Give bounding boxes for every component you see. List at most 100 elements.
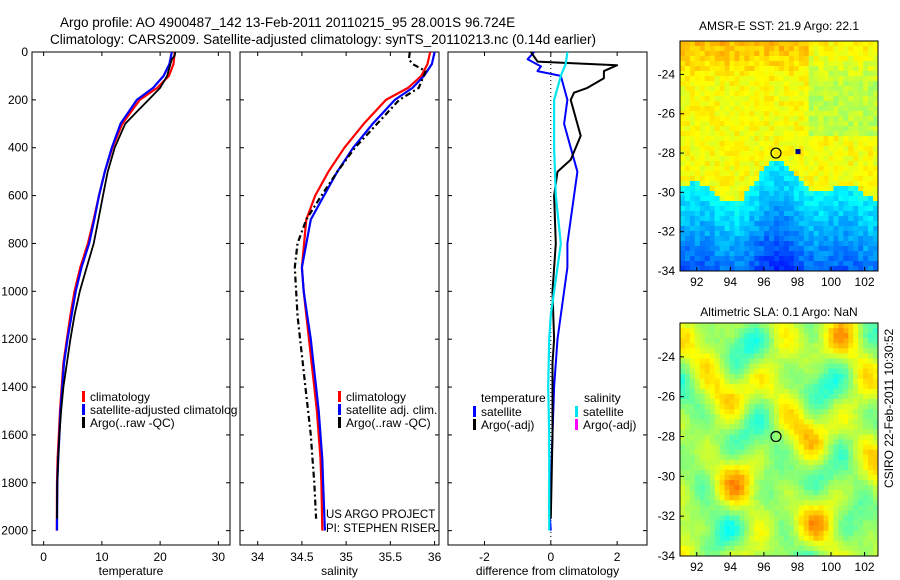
y-tick-label: 800 <box>8 236 28 250</box>
x-tick-label: 10 <box>95 550 109 564</box>
plot-frame <box>239 51 440 546</box>
legend-label: climatology <box>90 390 150 404</box>
legend-label: Argo(-adj) <box>583 418 636 432</box>
map-frame <box>679 40 879 272</box>
x-tick-label: 102 <box>855 560 875 574</box>
series-line <box>530 52 619 519</box>
y-tick-label: -24 <box>658 67 676 81</box>
x-tick-label: 30 <box>212 550 226 564</box>
legend-label: Argo(..raw -QC) <box>346 416 431 430</box>
argo-position-marker <box>770 147 782 159</box>
y-tick-label: 1200 <box>1 332 28 346</box>
x-tick-label: 100 <box>821 275 841 289</box>
x-tick-label: -2 <box>479 550 490 564</box>
x-tick-label: 94 <box>724 560 738 574</box>
x-axis-label: difference from climatology <box>476 564 619 578</box>
x-tick-label: 92 <box>690 275 704 289</box>
legend-swatch <box>338 391 341 402</box>
legend-swatch <box>473 406 476 417</box>
temperature-panel: 0 10 20 30 0 200 400 600 800 1000 1200 1400 1600 1800… <box>1 45 237 578</box>
legend-label: climatology <box>346 390 406 404</box>
legend-swatch <box>82 391 85 402</box>
x-tick-label: 94 <box>724 275 738 289</box>
sst-map: 92 94 96 98 100 102 -24 -26 -28 -30 -32 -34 <box>658 40 879 289</box>
figure-title-line1: Argo profile: AO 4900487_142 13-Feb-2011… <box>60 15 515 30</box>
y-tick-label: -34 <box>658 549 676 563</box>
series-line <box>547 52 569 531</box>
y-tick-label: -34 <box>658 264 676 278</box>
map-field <box>680 323 878 556</box>
y-tick-label: -24 <box>658 350 676 364</box>
x-tick-label: 34 <box>251 550 265 564</box>
sla-map-title: Altimetric SLA: 0.1 Argo: NaN <box>700 305 857 319</box>
y-tick-label: -28 <box>658 146 676 160</box>
legend-label: Argo(-adj) <box>481 418 534 432</box>
plot-frame <box>447 51 648 546</box>
x-tick-label: 98 <box>791 275 805 289</box>
sst-map-title: AMSR-E SST: 21.9 Argo: 22.1 <box>699 19 859 33</box>
y-tick-label: -30 <box>658 185 676 199</box>
legend-swatch <box>338 417 341 428</box>
y-tick-label: 1000 <box>1 284 28 298</box>
x-tick-label: 0 <box>40 550 47 564</box>
y-tick-label: 1600 <box>1 428 28 442</box>
legend-swatch <box>575 406 578 417</box>
legend-heading: salinity <box>584 391 621 405</box>
y-tick-label: -30 <box>658 469 676 483</box>
x-tick-label: 2 <box>614 550 621 564</box>
x-tick-label: 34.5 <box>290 550 314 564</box>
legend-label: satellite <box>481 405 522 419</box>
y-tick-label: 600 <box>8 189 28 203</box>
legend-swatch <box>338 404 341 415</box>
x-tick-label: 35 <box>339 550 353 564</box>
series-line <box>300 52 436 531</box>
map-frame <box>679 322 879 557</box>
plot-frame <box>31 51 231 546</box>
legend-swatch <box>82 404 85 415</box>
x-tick-label: 35.5 <box>379 550 403 564</box>
legend-heading: temperature <box>481 391 546 405</box>
y-tick-label: -26 <box>658 107 676 121</box>
y-tick-label: -32 <box>658 225 676 239</box>
side-timestamp-label: CSIRO 22-Feb-2011 10:30:52 <box>882 328 896 488</box>
salinity-panel: 34 34.5 35 35.5 36 salinity climatologysatelli… <box>239 51 442 578</box>
legend-swatch <box>575 419 578 430</box>
x-tick-label: 92 <box>690 560 704 574</box>
legend-label: satellite <box>583 405 624 419</box>
legend-label: satellite adj. clim. <box>346 403 437 417</box>
y-tick-label: 1800 <box>1 476 28 490</box>
y-tick-label: 400 <box>8 141 28 155</box>
y-tick-label: 2000 <box>1 524 28 538</box>
legend-swatch <box>473 419 476 430</box>
y-tick-label: -28 <box>658 430 676 444</box>
legend-label: Argo(..raw -QC) <box>90 416 175 430</box>
project-text-line2: PI: STEPHEN RISER <box>326 523 436 535</box>
legend-label: satellite-adjusted climatolog <box>90 403 237 417</box>
y-tick-label: 200 <box>8 93 28 107</box>
legend-swatch <box>82 417 85 428</box>
sst-anomaly-dot <box>795 149 801 155</box>
x-tick-label: 20 <box>153 550 167 564</box>
x-tick-label: 0 <box>547 550 554 564</box>
x-tick-label: 96 <box>757 275 771 289</box>
project-text-line1: US ARGO PROJECT <box>326 509 435 521</box>
x-tick-label: 36 <box>428 550 442 564</box>
y-tick-label: -26 <box>658 390 676 404</box>
x-tick-label: 100 <box>821 560 841 574</box>
series-line <box>293 52 427 519</box>
y-tick-label: -32 <box>658 509 676 523</box>
x-tick-label: 98 <box>791 560 805 574</box>
series-line <box>56 52 177 519</box>
x-tick-label: 96 <box>757 560 771 574</box>
figure-title-line2: Climatology: CARS2009. Satellite-adjuste… <box>50 32 596 47</box>
y-tick-label: 1400 <box>1 380 28 394</box>
x-axis-label: temperature <box>99 564 164 578</box>
argo-position-marker <box>770 430 782 443</box>
x-axis-label: salinity <box>321 564 358 578</box>
x-tick-label: 102 <box>855 275 875 289</box>
y-tick-label: 0 <box>21 45 28 59</box>
sla-map: 92 94 96 98 100 102 -24 -26 -28 -30 -32 -34 <box>658 322 879 574</box>
map-field <box>680 41 878 271</box>
